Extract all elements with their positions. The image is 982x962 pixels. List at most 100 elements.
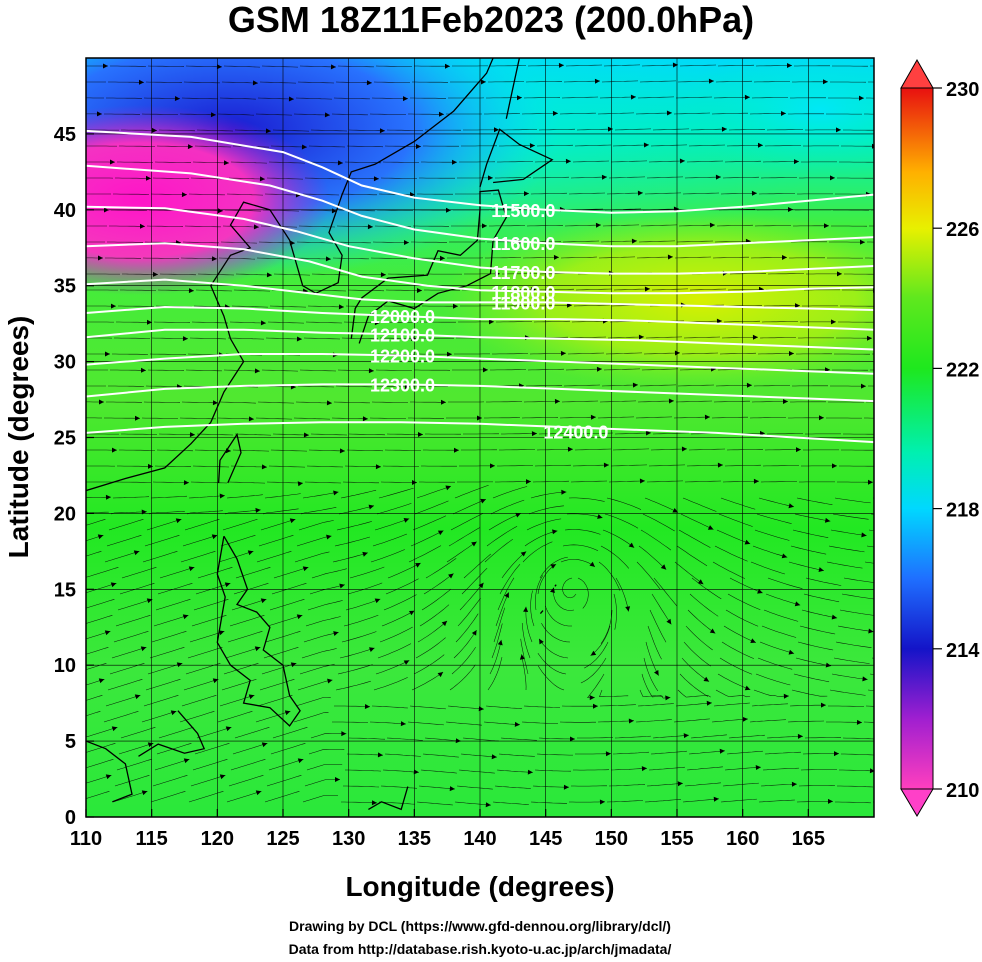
streamline — [564, 529, 601, 535]
colorbar: 210 214 218 222 226 230 — [900, 58, 980, 817]
colorbar-tick-label: 222 — [946, 359, 979, 381]
streamline — [273, 273, 311, 276]
x-tick-label: 120 — [201, 828, 234, 850]
streamline — [837, 785, 874, 788]
streamline — [231, 305, 269, 308]
streamline — [180, 257, 218, 260]
streamline — [532, 480, 570, 483]
streamline — [497, 465, 534, 467]
streamline — [456, 785, 493, 790]
y-tick-label: 15 — [54, 579, 76, 601]
streamline — [604, 513, 639, 529]
streamline — [525, 81, 562, 83]
streamline — [159, 273, 197, 276]
streamline — [492, 353, 529, 355]
streamline — [226, 193, 264, 196]
height-contour — [86, 421, 874, 444]
streamline — [716, 224, 754, 227]
streamline — [149, 647, 185, 659]
streamline — [255, 113, 293, 116]
streamline — [255, 417, 293, 420]
streamline — [536, 448, 574, 451]
streamline — [232, 449, 270, 452]
streamline — [635, 112, 673, 115]
streamline — [153, 321, 191, 323]
streamline — [501, 129, 537, 131]
streamline — [331, 113, 369, 116]
streamline-arrow — [874, 580, 879, 585]
streamline — [267, 321, 305, 324]
streamline-arrow — [490, 463, 495, 469]
streamline — [192, 161, 230, 164]
streamline — [463, 553, 491, 579]
streamline — [111, 647, 147, 659]
streamline — [562, 577, 577, 599]
streamline — [675, 400, 713, 403]
streamline-arrow — [411, 336, 416, 341]
streamline — [800, 769, 837, 771]
streamline — [220, 535, 256, 547]
streamline — [486, 526, 518, 547]
streamline-arrow — [212, 400, 218, 406]
streamline — [727, 289, 764, 291]
streamline — [229, 321, 267, 324]
streamline — [828, 705, 865, 707]
streamline — [188, 193, 226, 196]
streamline-arrow — [254, 368, 260, 374]
y-tick-label: 5 — [65, 731, 76, 753]
streamline — [685, 625, 713, 651]
streamline — [385, 578, 419, 595]
streamline-arrow — [631, 238, 637, 244]
streamline — [105, 695, 141, 707]
streamline-arrow — [212, 678, 219, 684]
streamline — [641, 64, 679, 67]
streamline — [600, 545, 630, 569]
credit-data: Data from http://database.rish.kyoto-u.a… — [288, 941, 672, 957]
streamline — [152, 775, 188, 787]
streamline — [86, 519, 106, 526]
streamline — [684, 176, 722, 179]
streamline — [644, 497, 679, 513]
streamline-arrow — [182, 614, 189, 620]
streamline-arrow — [750, 638, 756, 643]
streamline — [446, 541, 477, 563]
streamline — [752, 545, 788, 558]
streamline — [149, 353, 187, 355]
streamline-arrow — [751, 190, 757, 196]
streamline — [407, 721, 444, 726]
streamline — [156, 145, 194, 148]
streamline — [756, 209, 793, 211]
streamline — [587, 673, 605, 698]
streamline-arrow — [523, 606, 529, 612]
streamline — [145, 81, 183, 83]
streamline-arrow — [824, 223, 829, 229]
streamline — [409, 705, 446, 710]
streamline — [347, 289, 385, 292]
streamline — [293, 417, 331, 420]
streamline — [182, 535, 218, 547]
height-contour — [86, 242, 874, 295]
streamline — [597, 720, 635, 723]
streamline-arrow — [471, 630, 477, 636]
streamline-arrow — [265, 128, 271, 134]
streamline — [790, 545, 827, 555]
streamline — [264, 193, 302, 196]
streamline — [523, 401, 561, 403]
streamline — [535, 304, 573, 307]
streamline — [293, 113, 331, 116]
streamline — [224, 209, 262, 212]
streamline — [115, 615, 151, 627]
streamline — [342, 481, 379, 484]
streamline — [119, 583, 155, 595]
streamline — [637, 400, 675, 403]
streamline-arrow — [453, 303, 458, 309]
streamline — [500, 737, 537, 741]
streamline — [297, 385, 335, 388]
coastline — [539, 610, 544, 615]
streamline — [384, 449, 421, 451]
streamline — [869, 673, 874, 675]
streamline — [114, 775, 150, 787]
streamline-arrow — [379, 128, 385, 134]
streamline — [676, 240, 714, 243]
streamline-arrow — [666, 618, 672, 625]
